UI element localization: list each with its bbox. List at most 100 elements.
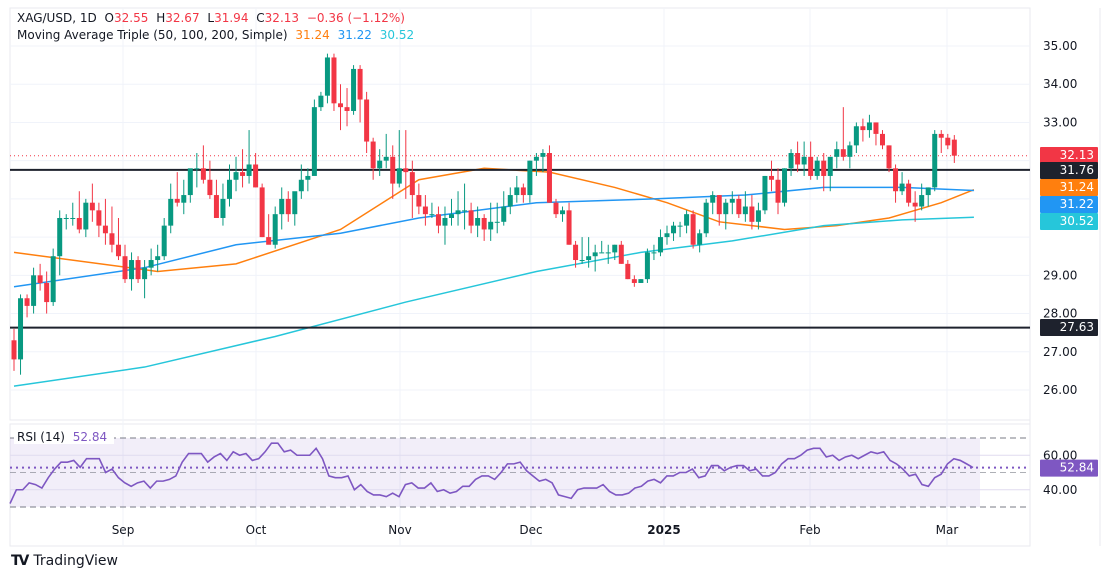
candle-body <box>657 237 663 253</box>
candle <box>338 84 343 131</box>
candle-body <box>83 202 89 230</box>
candle <box>429 202 435 218</box>
price-tick-label: 35.00 <box>1043 39 1077 53</box>
candle-body <box>768 175 774 180</box>
candle <box>742 191 748 222</box>
candle <box>109 206 115 253</box>
candle-body <box>455 210 461 215</box>
rsi-tick-label: 40.00 <box>1043 483 1077 497</box>
candle <box>573 240 579 268</box>
candle-body <box>527 160 533 196</box>
ohlc-close: C32.13 <box>256 11 299 25</box>
candle-body <box>429 214 435 216</box>
candle-body <box>618 244 624 264</box>
candle-body <box>847 145 853 157</box>
candle-body <box>697 233 703 245</box>
candle-body <box>96 210 102 226</box>
candle <box>24 294 30 318</box>
horizontal-levels[interactable] <box>10 155 1030 329</box>
time-axis[interactable]: Sep Oct Nov Dec 2025 Feb Mar <box>112 523 959 537</box>
rsi-pane[interactable] <box>9 423 1031 547</box>
candle-body <box>520 187 526 196</box>
candle-body <box>390 156 396 184</box>
candle-body <box>860 126 866 131</box>
candle-body <box>220 198 226 218</box>
candle <box>951 135 957 163</box>
high-value: 32.67 <box>165 11 200 25</box>
candle-body <box>435 214 441 226</box>
candle-body <box>50 256 56 303</box>
candle <box>324 53 330 104</box>
price-tag-label: 31.24 <box>1060 180 1094 194</box>
candle <box>592 244 598 272</box>
price-tag-ma100: 31.22 <box>1040 196 1098 213</box>
candle-body <box>690 214 696 245</box>
candle-body <box>775 179 781 203</box>
candle-body <box>475 217 481 226</box>
price-axis[interactable]: 35.00 34.00 33.00 29.00 28.00 27.00 26.00 <box>1043 39 1077 397</box>
candle <box>736 195 742 218</box>
candle <box>63 214 69 230</box>
candle-body <box>951 139 957 156</box>
candle-body <box>899 183 905 192</box>
candle-body <box>351 68 357 111</box>
candle-body <box>782 168 788 203</box>
candle <box>893 164 899 203</box>
ma-legend[interactable]: Moving Average Triple (50, 100, 200, Sim… <box>17 28 418 42</box>
candle-body <box>801 156 807 165</box>
candle-body <box>945 137 951 146</box>
candle-body <box>285 198 291 215</box>
candle <box>697 229 703 253</box>
time-tick-label: 2025 <box>647 523 680 537</box>
candle <box>938 130 944 154</box>
rsi-band <box>10 437 1030 508</box>
candle <box>488 202 494 241</box>
candle <box>226 164 232 207</box>
candle-body <box>187 168 193 196</box>
candle-body <box>671 225 677 234</box>
candle-body <box>488 221 494 230</box>
candle <box>651 244 657 261</box>
candle-body <box>566 210 572 245</box>
price-pane[interactable] <box>9 7 1031 421</box>
ohlc-open: O32.55 <box>105 11 149 25</box>
tradingview-logo[interactable]: TV TradingView <box>11 553 118 569</box>
candle <box>599 240 605 254</box>
candle <box>383 133 389 169</box>
tradingview-logo-text: TradingView <box>33 553 118 569</box>
candle <box>220 183 226 226</box>
candle <box>135 256 141 283</box>
candle <box>605 244 611 264</box>
candle <box>18 294 24 375</box>
ma-title: Moving Average Triple (50, 100, 200, Sim… <box>17 28 288 42</box>
candle <box>657 229 663 257</box>
candle <box>351 65 357 115</box>
candle <box>449 198 455 226</box>
candle-body <box>906 183 912 203</box>
candle-body <box>44 282 50 303</box>
candle <box>344 88 350 127</box>
candle <box>690 210 696 249</box>
candle-body <box>919 195 925 207</box>
ma100-line <box>13 186 974 288</box>
candle-body <box>207 179 213 196</box>
candle <box>749 195 755 230</box>
rsi-legend[interactable]: RSI (14) 52.84 <box>14 430 115 444</box>
price-tag-bg <box>1040 196 1098 213</box>
candle-body <box>161 225 167 257</box>
candle <box>253 153 259 188</box>
candle-body <box>89 202 95 211</box>
candle <box>76 191 82 234</box>
candle-body <box>703 202 709 234</box>
candle <box>886 145 892 173</box>
price-tag-label: 27.63 <box>1060 320 1094 334</box>
candle-body <box>788 153 794 169</box>
candle <box>919 183 925 211</box>
candle-body <box>383 156 389 161</box>
candle-body <box>507 195 513 207</box>
rsi-tick-label: 60.00 <box>1043 448 1077 462</box>
candle <box>11 328 17 371</box>
candle <box>814 156 820 180</box>
candle-body <box>396 168 402 184</box>
